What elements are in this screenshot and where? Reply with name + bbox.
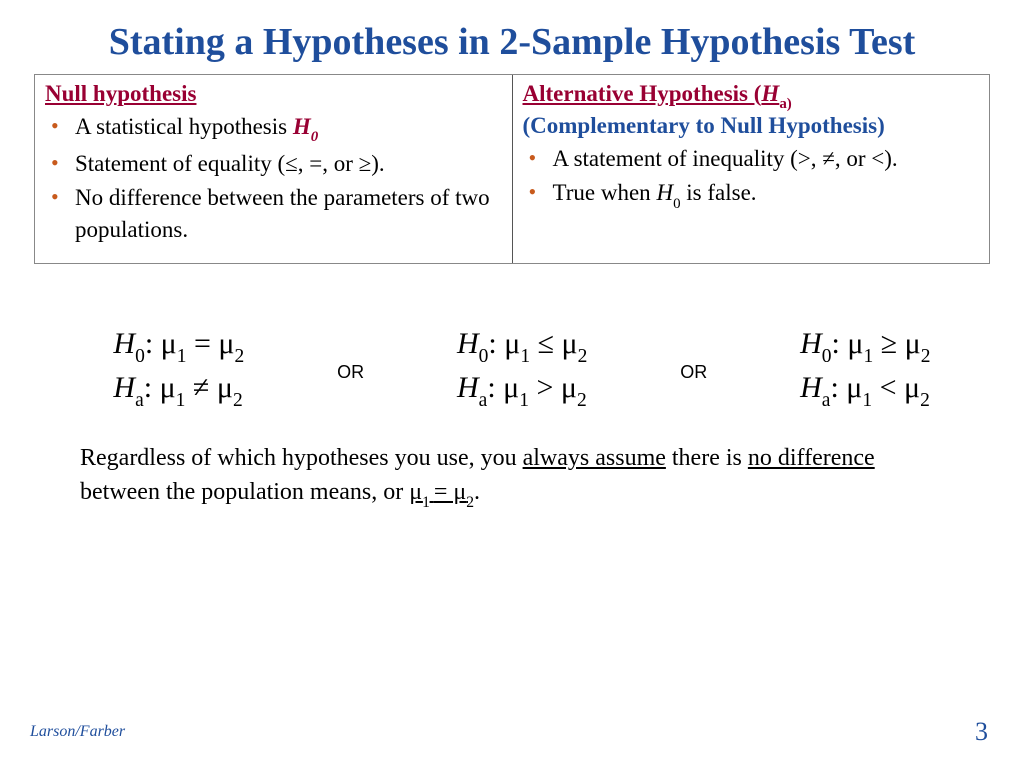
null-bullet-3: No difference between the parameters of …: [45, 182, 502, 246]
alt-b2-pre: True when: [553, 180, 657, 205]
alt-heading-sub: a): [779, 96, 791, 112]
alt-b2-post: is false.: [681, 180, 757, 205]
alt-b2-h: H: [656, 180, 673, 205]
note-t2: there is: [666, 445, 748, 471]
null-bullet-2: Statement of equality (≤, =, or ≥).: [45, 148, 502, 180]
hypothesis-formulations: H0: μ1 = μ2 Ha: μ1 ≠ μ2 OR H0: μ1 ≤ μ2 H…: [70, 324, 974, 413]
alt-heading-h: H: [761, 81, 779, 106]
note-t4: .: [474, 479, 480, 505]
null-bullets: A statistical hypothesis H0 Statement of…: [45, 111, 502, 247]
alt-heading: Alternative Hypothesis (Ha): [523, 81, 980, 112]
note-u1: always assume: [523, 445, 666, 471]
page-number: 3: [975, 717, 988, 747]
alt-heading-pre: Alternative Hypothesis (: [523, 81, 762, 106]
alt-bullet-1: A statement of inequality (>, ≠, or <).: [523, 143, 980, 175]
note-t3: between the population means, or: [80, 479, 409, 505]
or-label-2: OR: [674, 362, 713, 383]
null-heading: Null hypothesis: [45, 81, 502, 107]
hyp-set-2: H0: μ1 ≤ μ2 Ha: μ1 > μ2: [457, 324, 587, 413]
hyp-set-3: H0: μ1 ≥ μ2 Ha: μ1 < μ2: [800, 324, 930, 413]
slide-title: Stating a Hypotheses in 2-Sample Hypothe…: [30, 20, 994, 66]
null-bullet-1: A statistical hypothesis H0: [45, 111, 502, 147]
alt-b2-sub: 0: [673, 196, 680, 212]
null-b1-sub: 0: [311, 129, 318, 145]
footer-author: Larson/Farber: [30, 723, 125, 741]
null-hypothesis-column: Null hypothesis A statistical hypothesis…: [35, 75, 513, 263]
note-u2: no difference: [748, 445, 875, 471]
definitions-box: Null hypothesis A statistical hypothesis…: [34, 74, 990, 264]
alt-bullets: A statement of inequality (>, ≠, or <). …: [523, 143, 980, 213]
alt-subheading: (Complementary to Null Hypothesis): [523, 113, 980, 139]
hyp-set-1: H0: μ1 = μ2 Ha: μ1 ≠ μ2: [113, 324, 244, 413]
alt-bullet-2: True when H0 is false.: [523, 177, 980, 213]
alternative-hypothesis-column: Alternative Hypothesis (Ha) (Complementa…: [513, 75, 990, 263]
null-b1-h: H: [293, 114, 311, 139]
note-t1: Regardless of which hypotheses you use, …: [80, 445, 523, 471]
null-b1-text: A statistical hypothesis: [75, 114, 293, 139]
or-label-1: OR: [331, 362, 370, 383]
footnote-text: Regardless of which hypotheses you use, …: [80, 442, 954, 511]
